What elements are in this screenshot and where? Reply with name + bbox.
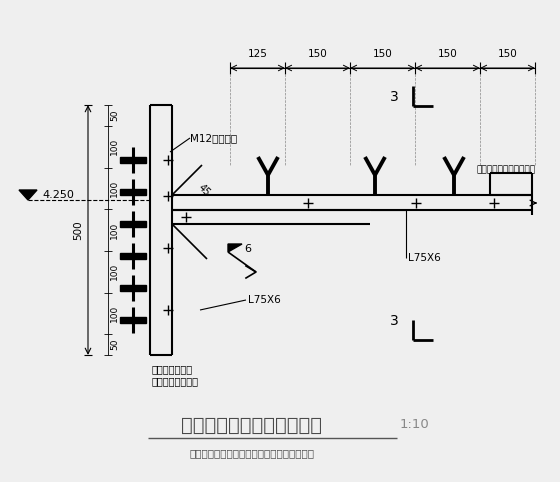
Polygon shape	[19, 190, 37, 200]
Bar	[120, 157, 146, 163]
Text: 100: 100	[110, 263, 119, 281]
Text: 150: 150	[498, 49, 517, 59]
Bar	[120, 189, 146, 195]
Text: 4.250: 4.250	[42, 190, 74, 200]
Bar	[120, 285, 146, 291]
Text: 或者紧贴梁侧表面: 或者紧贴梁侧表面	[152, 376, 199, 386]
Text: 125: 125	[248, 49, 268, 59]
Bar	[120, 317, 146, 323]
Text: 紧贴板底表面和梁侧表面: 紧贴板底表面和梁侧表面	[477, 165, 536, 174]
Text: 100: 100	[110, 180, 119, 197]
Text: 150: 150	[307, 49, 328, 59]
Text: 500: 500	[73, 220, 83, 240]
Bar	[120, 221, 146, 227]
Text: 3: 3	[390, 314, 399, 328]
Text: 100: 100	[110, 138, 119, 155]
Text: 6: 6	[244, 244, 251, 254]
Text: 1:10: 1:10	[400, 418, 430, 431]
Polygon shape	[228, 244, 242, 252]
Text: 50: 50	[110, 339, 119, 350]
Text: 150: 150	[372, 49, 393, 59]
Text: 150: 150	[437, 49, 458, 59]
Text: L75X6: L75X6	[408, 253, 441, 263]
Text: M12化学锚栓: M12化学锚栓	[190, 133, 237, 143]
Text: L75X6: L75X6	[248, 295, 281, 305]
Text: 板底负弯矩加固角钢，两端锚固于柱或者梁侧: 板底负弯矩加固角钢，两端锚固于柱或者梁侧	[189, 448, 315, 458]
Text: 100: 100	[110, 221, 119, 239]
Text: 紧靠框架柱表面: 紧靠框架柱表面	[152, 364, 193, 374]
Text: 50: 50	[110, 110, 119, 121]
Text: 100: 100	[110, 305, 119, 322]
Text: 梁顶加固角钢端头锚固构件: 梁顶加固角钢端头锚固构件	[181, 415, 323, 434]
Text: 45: 45	[196, 182, 212, 198]
Bar	[120, 253, 146, 259]
Text: 3: 3	[390, 90, 399, 104]
